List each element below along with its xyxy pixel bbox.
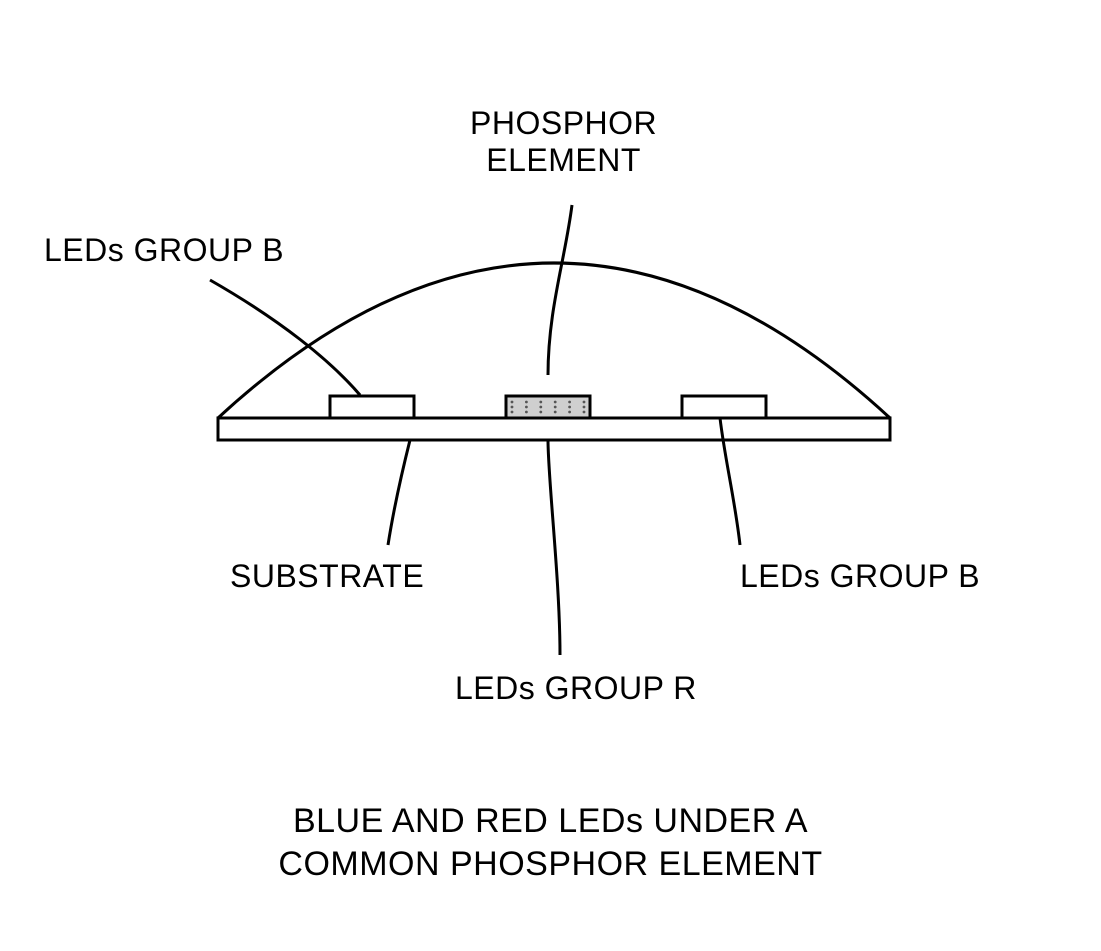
label-phosphor: PHOSPHORELEMENT: [470, 105, 657, 179]
label-substrate: SUBSTRATE: [230, 558, 424, 595]
label-group-b-left: LEDs GROUP B: [44, 232, 284, 269]
caption-line-2: COMMON PHOSPHOR ELEMENT: [0, 843, 1101, 886]
led-group-b-left: [330, 396, 414, 418]
substrate-rect: [218, 418, 890, 440]
label-phosphor-line: ELEMENT: [470, 142, 657, 179]
caption: BLUE AND RED LEDs UNDER A COMMON PHOSPHO…: [0, 800, 1101, 885]
led-group-b-right: [682, 396, 766, 418]
led-group-r: [506, 396, 590, 418]
diagram-stage: PHOSPHORELEMENT LEDs GROUP B LEDs GROUP …: [0, 0, 1101, 951]
caption-line-1: BLUE AND RED LEDs UNDER A: [0, 800, 1101, 843]
label-phosphor-line: PHOSPHOR: [470, 105, 657, 142]
leader-substrate: [388, 440, 410, 545]
leader-group-r: [548, 440, 560, 655]
leader-group-b-left: [210, 280, 360, 395]
label-group-b-right: LEDs GROUP B: [740, 558, 980, 595]
label-group-r: LEDs GROUP R: [455, 670, 697, 707]
leader-phosphor: [548, 205, 572, 375]
